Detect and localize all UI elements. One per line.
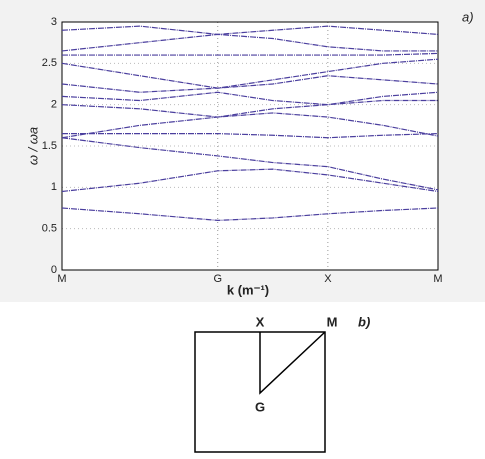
annotation: b) (358, 314, 370, 329)
x-tick-label: G (213, 273, 222, 285)
band-line (61, 207, 439, 222)
y-tick-label: 0.5 (42, 223, 57, 235)
band-line (61, 137, 439, 191)
band-line (61, 99, 438, 118)
axes-frame (61, 21, 439, 271)
y-tick-label: 2 (51, 99, 57, 111)
y-tick-label: 3 (51, 16, 57, 28)
x-tick-label: M (433, 273, 442, 285)
x-tick-label: M (57, 273, 66, 285)
band-line (61, 25, 439, 36)
band-line (61, 168, 439, 193)
point-label: X (256, 314, 265, 329)
y-tick-label: 0 (51, 264, 57, 276)
brillouin-zone: X M G b) (194, 314, 370, 453)
point-label: M (327, 314, 338, 329)
y-axis-label: ω / ωa (25, 127, 40, 165)
y-tick-label: 1 (51, 181, 57, 193)
y-tick-label: 2.5 (42, 57, 57, 69)
y-tick-label: 1.5 (42, 140, 57, 152)
band-line (62, 133, 439, 139)
band-line (61, 33, 438, 52)
x-tick-label: X (324, 273, 332, 285)
band-line (61, 112, 439, 139)
point-label: G (255, 399, 265, 414)
annotation: a) (462, 9, 474, 24)
x-axis-label: k (m⁻¹) (227, 282, 269, 297)
zone-path (259, 331, 326, 395)
band-line (61, 91, 439, 106)
band-line (61, 58, 439, 89)
band-line (61, 75, 439, 93)
band-line (62, 52, 439, 56)
